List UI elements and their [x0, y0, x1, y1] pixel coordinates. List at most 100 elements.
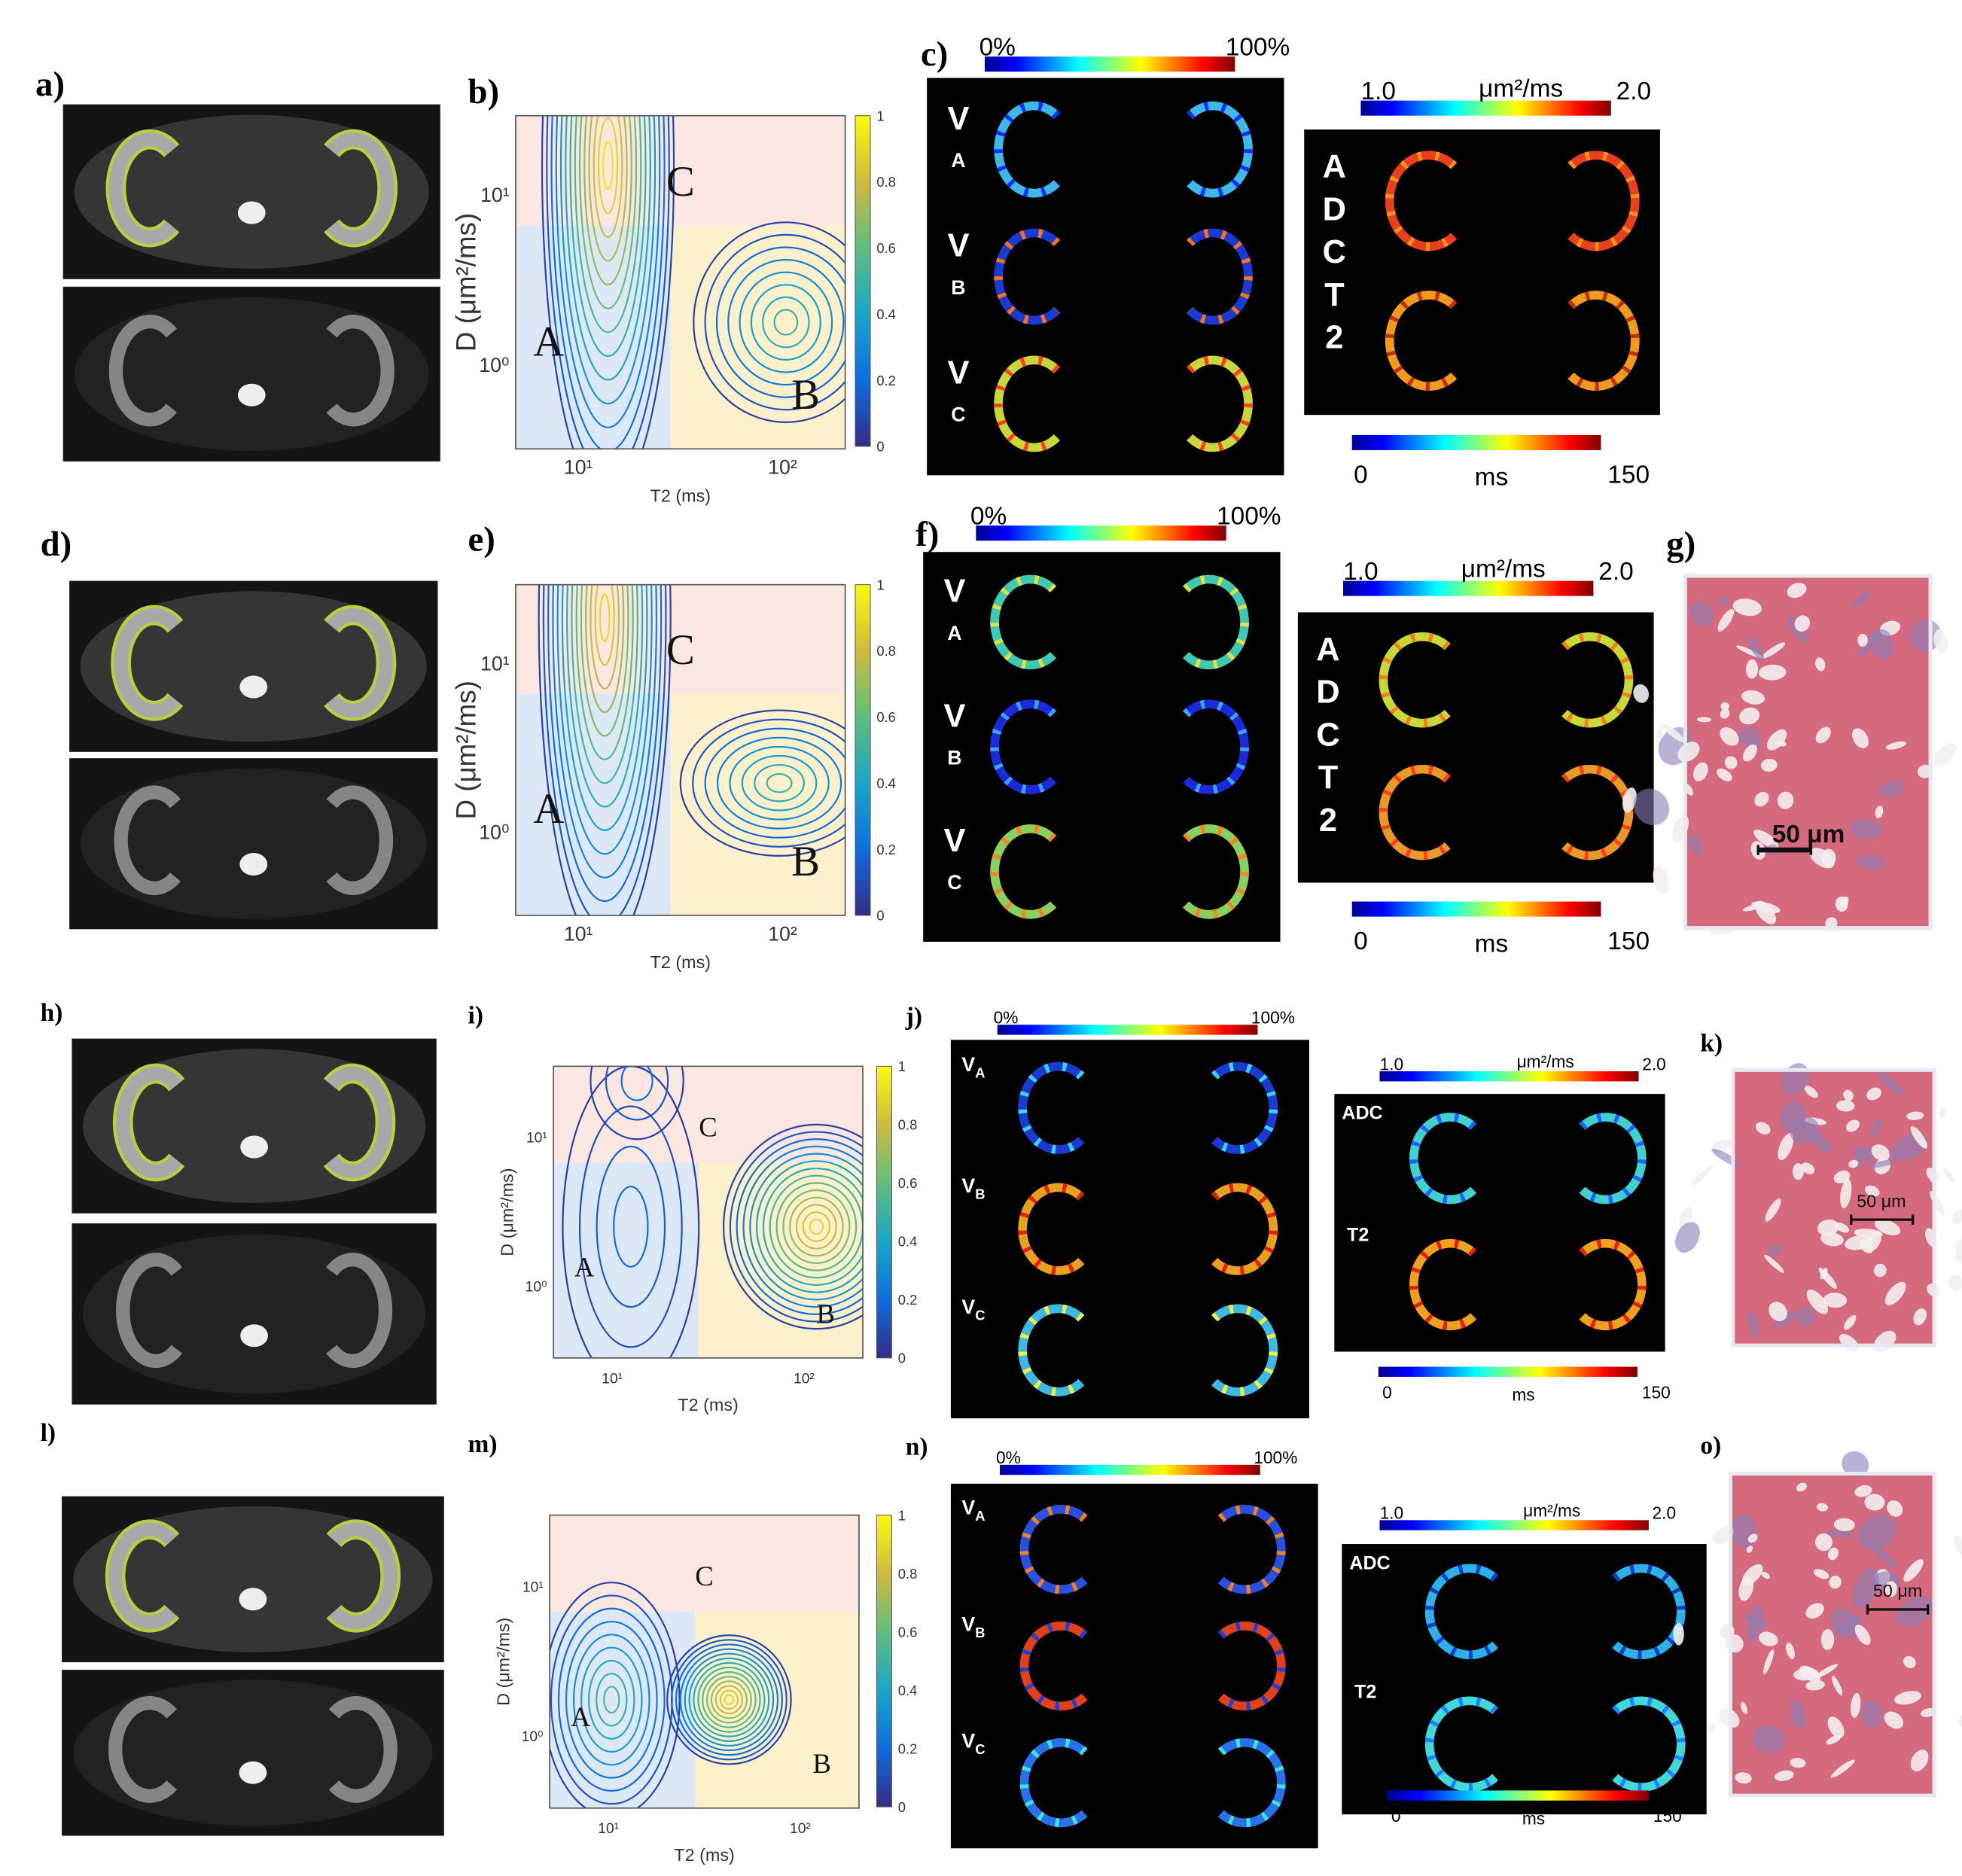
label-main: V: [961, 1729, 975, 1752]
map-row-label: ADC: [1349, 1552, 1390, 1573]
mri-body: [74, 297, 429, 452]
stroma: [1747, 636, 1764, 661]
map-arc-detail: [1567, 291, 1640, 391]
histology-frame: [1731, 1067, 1936, 1348]
map-arc: [1183, 574, 1249, 670]
kidney: [108, 315, 178, 427]
lumen: [1840, 1178, 1852, 1209]
colorbar-tick-label: 1: [898, 1058, 906, 1074]
label-main: V: [943, 823, 965, 859]
map-arc-detail: [1186, 101, 1253, 198]
stroma: [1867, 1159, 1898, 1168]
x-tick-label: 10¹: [602, 1371, 623, 1387]
x-tick-label: 10¹: [598, 1821, 619, 1837]
fraction-colorbar: [976, 525, 1226, 541]
lumen: [1769, 1302, 1787, 1321]
contour: [566, 584, 644, 808]
lumen: [1794, 615, 1811, 632]
lumen: [1814, 1533, 1833, 1552]
contour: [702, 1671, 757, 1728]
contour: [546, 115, 670, 449]
scale-bar-label: 50 μm: [1857, 1191, 1906, 1211]
lumen: [1692, 762, 1708, 781]
kidney: [116, 1253, 183, 1369]
label-sub: C: [947, 871, 961, 894]
map-row-label: T2: [1347, 1224, 1369, 1245]
label-main: V: [961, 1174, 975, 1197]
y-axis-label: D (μm²/ms): [498, 1168, 517, 1256]
lumen: [1954, 1536, 1962, 1555]
kidney: [326, 315, 395, 427]
contour: [666, 1634, 792, 1765]
lumen: [1817, 1219, 1839, 1236]
map-arc: [1211, 1183, 1278, 1275]
adc-t2-maps: [1342, 1544, 1707, 1815]
plot-frame: [553, 1065, 864, 1359]
stroma: [1753, 1725, 1785, 1754]
lumen: [1662, 723, 1685, 742]
adc-t2-maps: [1297, 612, 1654, 883]
lumen: [1790, 1758, 1806, 1768]
x-tick-label: 10¹: [564, 922, 593, 945]
label-main: V: [943, 698, 965, 734]
stroma: [1896, 1596, 1933, 1627]
colorbar-label: 1.0: [1380, 1503, 1404, 1523]
lumen: [1939, 1108, 1946, 1118]
stroma: [1853, 590, 1871, 609]
colorbar-tick-label: 0.8: [898, 1566, 918, 1582]
map-arc: [1211, 1061, 1278, 1154]
contour: [552, 584, 657, 879]
map-arc: [1019, 1737, 1088, 1828]
y-tick-label: 10⁰: [522, 1729, 544, 1745]
lumen: [1805, 1603, 1824, 1619]
lumen: [1787, 583, 1807, 598]
contour: [550, 115, 666, 449]
lumen: [1738, 1576, 1754, 1601]
contour: [550, 1582, 681, 1808]
plot-frame: [515, 114, 846, 450]
lumen: [1753, 830, 1779, 848]
colorbar: [876, 1515, 892, 1807]
lumen: [1776, 740, 1787, 747]
contour: [557, 1607, 666, 1792]
lumen: [1707, 1723, 1716, 1732]
contour: [590, 584, 620, 690]
fraction-colorbar: [985, 56, 1235, 72]
lumen: [1813, 1569, 1829, 1579]
lumen: [1801, 1162, 1815, 1174]
stroma: [1675, 1222, 1700, 1253]
lumen: [1854, 1485, 1872, 1497]
map-arc: [990, 574, 1057, 670]
contour: [569, 115, 647, 357]
letter: D: [1323, 191, 1346, 227]
panel-label: f): [915, 515, 939, 554]
colorbar-tick-label: 0.2: [876, 842, 896, 857]
kidney: [326, 785, 394, 895]
lumen: [1767, 729, 1787, 751]
label-sub: A: [951, 149, 965, 172]
panel-label: m): [468, 1430, 498, 1458]
label-main: V: [943, 574, 965, 610]
kidney: [108, 132, 178, 245]
histology-frame: [1728, 1472, 1936, 1798]
panel-label: g): [1666, 525, 1695, 564]
lumen: [1760, 758, 1778, 772]
scale-bar-label: 50 μm: [1873, 1581, 1922, 1600]
region-b: [670, 225, 845, 449]
region-c: [516, 584, 845, 694]
stroma: [1633, 788, 1670, 826]
letter: 2: [1319, 802, 1337, 839]
stroma: [1689, 601, 1714, 626]
lumen: [1759, 1631, 1778, 1646]
contour: [684, 1652, 775, 1747]
stroma: [1796, 1307, 1816, 1326]
lumen: [1854, 1625, 1871, 1646]
contour: [762, 296, 810, 349]
stroma: [1850, 818, 1883, 839]
y-tick-label: 10¹: [480, 184, 510, 206]
contour: [590, 1066, 684, 1141]
map-arc: [1217, 1737, 1286, 1828]
contour: [762, 1167, 863, 1287]
